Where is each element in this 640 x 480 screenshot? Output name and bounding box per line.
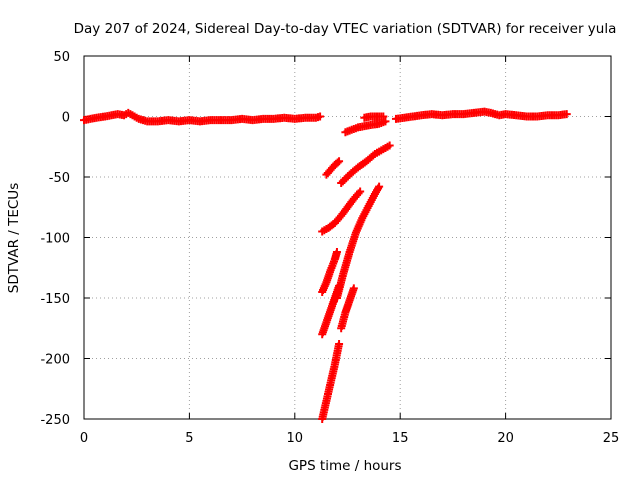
y-tick-label: -250 bbox=[40, 413, 70, 428]
series-arc-b bbox=[337, 141, 394, 188]
x-tick-label: 15 bbox=[392, 431, 409, 446]
x-tick-label: 10 bbox=[287, 431, 304, 446]
data-point bbox=[562, 110, 571, 119]
series-arc-g bbox=[337, 284, 358, 333]
data-point bbox=[332, 248, 341, 257]
x-tick-label: 25 bbox=[603, 431, 620, 446]
data-point bbox=[316, 112, 325, 121]
axis-ticks: 0 5 10 15 20 25 -250 -200 -150 -100 -50 0 50 bbox=[40, 50, 619, 446]
x-tick-label: 5 bbox=[185, 431, 193, 446]
data-point bbox=[356, 187, 365, 196]
plot-frame bbox=[83, 55, 612, 420]
data-point bbox=[335, 157, 344, 166]
series-arc-f bbox=[318, 281, 344, 339]
y-tick-label: -100 bbox=[40, 232, 70, 247]
y-tick-label: -150 bbox=[40, 292, 70, 307]
data-point bbox=[333, 158, 342, 167]
x-axis-label: GPS time / hours bbox=[288, 458, 401, 474]
series-arc-short-upper bbox=[360, 112, 388, 122]
x-tick-label: 0 bbox=[80, 431, 88, 446]
series-baseline-early bbox=[80, 108, 325, 126]
series-arc-c bbox=[318, 187, 365, 236]
y-axis-label: SDTVAR / TECUs bbox=[6, 183, 22, 293]
series-arc-upper bbox=[341, 117, 390, 137]
data-point bbox=[375, 182, 384, 191]
data-point bbox=[335, 281, 344, 290]
y-tick-label: -50 bbox=[49, 171, 70, 186]
chart-title: Day 207 of 2024, Sidereal Day-to-day VTE… bbox=[74, 21, 617, 37]
series-arc-a bbox=[322, 157, 344, 179]
data-point bbox=[381, 117, 390, 126]
grid bbox=[84, 56, 611, 419]
y-tick-label: 50 bbox=[53, 50, 70, 65]
series-arc-h bbox=[318, 339, 344, 423]
data-layer bbox=[80, 107, 571, 423]
x-tick-label: 20 bbox=[497, 431, 514, 446]
y-tick-label: -200 bbox=[40, 353, 70, 368]
data-point bbox=[335, 339, 344, 348]
y-tick-label: 0 bbox=[62, 111, 70, 126]
series-arc-d bbox=[318, 248, 341, 296]
data-point bbox=[385, 141, 394, 150]
series-baseline-late bbox=[391, 107, 571, 123]
series-arc-e bbox=[332, 182, 384, 302]
data-point bbox=[349, 284, 358, 293]
